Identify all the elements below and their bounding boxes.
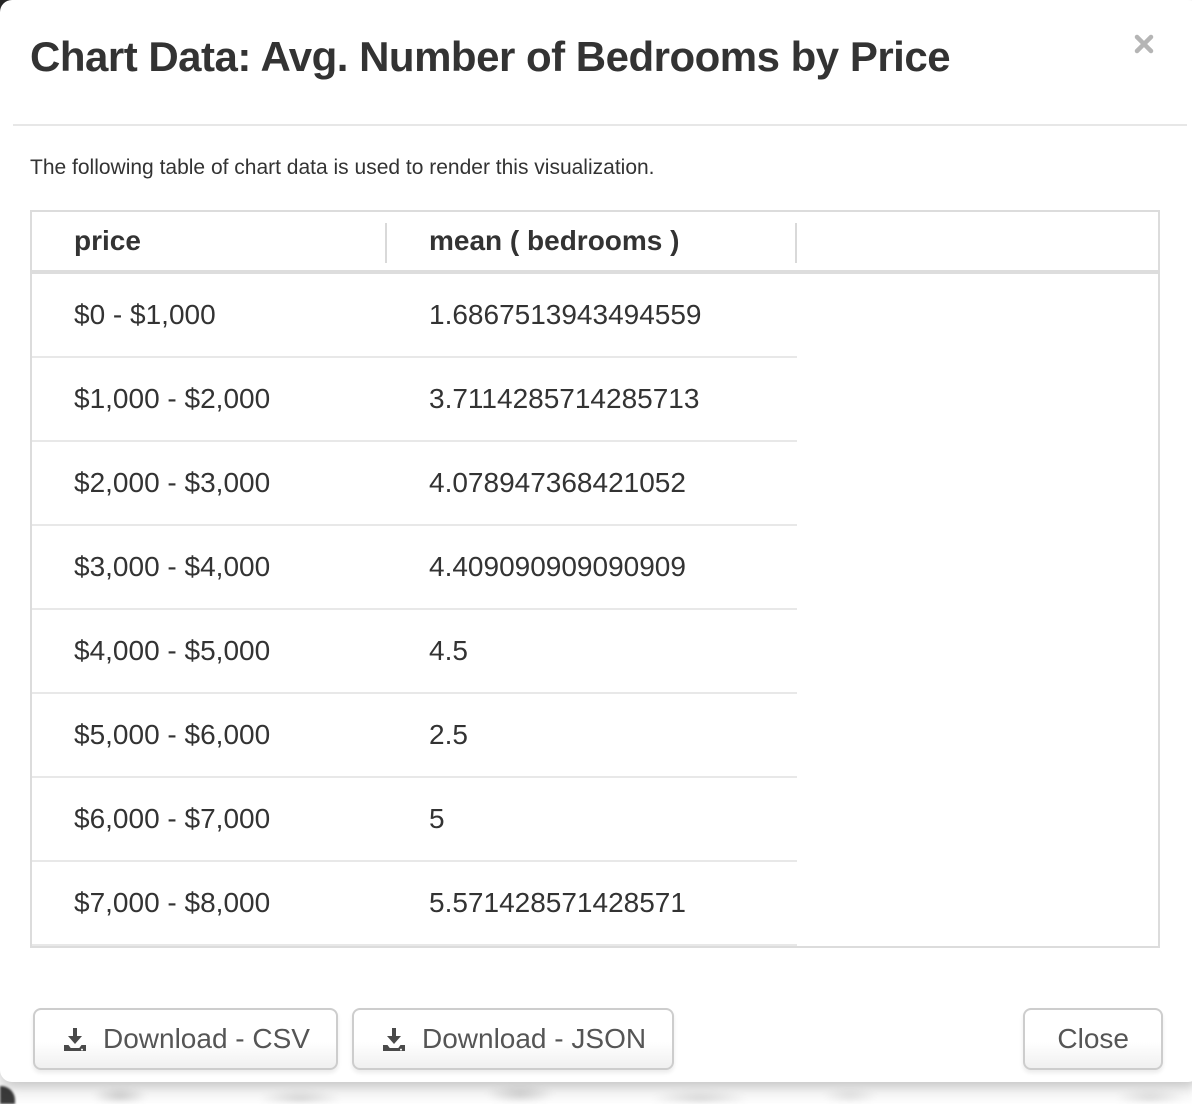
price-cell: $1,000 - $2,000	[32, 358, 387, 443]
empty-cell	[797, 778, 1158, 862]
price-cell: $5,000 - $6,000	[32, 694, 387, 779]
chart-data-table: price mean ( bedrooms ) $0 - $1,000 1.686…	[30, 210, 1160, 949]
download-icon	[382, 1028, 405, 1051]
mean-bedrooms-cell: 5	[387, 778, 797, 863]
close-icon[interactable]	[1128, 28, 1160, 60]
header-divider	[13, 124, 1187, 127]
empty-cell	[797, 358, 1158, 442]
price-cell: $3,000 - $4,000	[32, 526, 387, 611]
table-row: $0 - $1,000 1.6867513943494559	[32, 274, 1158, 359]
column-header-empty	[797, 212, 1158, 275]
page-behind-modal	[0, 1082, 1192, 1102]
modal-title: Chart Data: Avg. Number of Bedrooms by P…	[30, 33, 951, 80]
empty-cell	[797, 526, 1158, 610]
price-cell: $6,000 - $7,000	[32, 778, 387, 863]
column-header-price: price	[32, 212, 387, 275]
modal-description: The following table of chart data is use…	[30, 156, 655, 180]
close-button[interactable]: Close	[1023, 1008, 1163, 1070]
table-row: $2,000 - $3,000 4.078947368421052	[32, 442, 1158, 527]
download-buttons-group: Download - CSV Download - JSON	[33, 1008, 675, 1070]
download-json-button[interactable]: Download - JSON	[351, 1008, 675, 1070]
price-cell: $7,000 - $8,000	[32, 862, 387, 947]
mean-bedrooms-cell: 3.7114285714285713	[387, 358, 797, 443]
download-json-label: Download - JSON	[421, 1023, 647, 1054]
download-csv-label: Download - CSV	[103, 1023, 310, 1054]
empty-cell	[797, 694, 1158, 778]
modal-body: The following table of chart data is use…	[0, 156, 1192, 949]
column-header-mean-bedrooms: mean ( bedrooms )	[387, 212, 797, 275]
price-cell: $2,000 - $3,000	[32, 442, 387, 527]
mean-bedrooms-cell: 4.5	[387, 610, 797, 695]
table-row: $1,000 - $2,000 3.7114285714285713	[32, 358, 1158, 443]
download-icon	[64, 1028, 86, 1051]
empty-cell	[797, 274, 1158, 358]
mean-bedrooms-cell: 5.571428571428571	[387, 862, 797, 947]
mean-bedrooms-cell: 1.6867513943494559	[387, 274, 797, 359]
price-cell: $4,000 - $5,000	[32, 610, 387, 695]
close-button-label: Close	[1057, 1023, 1129, 1054]
table-row: $4,000 - $5,000 4.5	[32, 610, 1158, 695]
table-header-row: price mean ( bedrooms )	[32, 212, 1158, 275]
empty-cell	[797, 610, 1158, 694]
table-row: $5,000 - $6,000 2.5	[32, 694, 1158, 779]
page-behind-modal-corner-bottom	[0, 1086, 15, 1104]
mean-bedrooms-cell: 4.078947368421052	[387, 442, 797, 527]
table-row: $6,000 - $7,000 5	[32, 778, 1158, 863]
price-cell: $0 - $1,000	[32, 274, 387, 359]
mean-bedrooms-cell: 4.409090909090909	[387, 526, 797, 611]
table-row: $7,000 - $8,000 5.571428571428571	[32, 862, 1158, 947]
empty-cell	[797, 442, 1158, 526]
download-csv-button[interactable]: Download - CSV	[33, 1008, 338, 1070]
mean-bedrooms-cell: 2.5	[387, 694, 797, 779]
empty-cell	[797, 862, 1158, 946]
table-row: $3,000 - $4,000 4.409090909090909	[32, 526, 1158, 611]
modal-footer: Download - CSV Download - JSON Close	[33, 1008, 1163, 1070]
modal-header: Chart Data: Avg. Number of Bedrooms by P…	[0, 0, 1192, 124]
